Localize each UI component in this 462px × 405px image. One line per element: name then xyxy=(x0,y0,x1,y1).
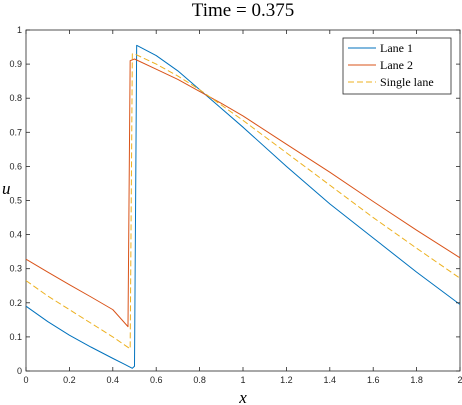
x-tick-label: 0.6 xyxy=(150,375,163,385)
x-tick-label: 2 xyxy=(457,375,462,385)
y-tick-label: 0.5 xyxy=(9,196,22,206)
x-tick-label: 0.4 xyxy=(107,375,120,385)
y-tick-label: 0.6 xyxy=(9,161,22,171)
x-tick-label: 1.8 xyxy=(410,375,423,385)
series-layer xyxy=(25,44,461,369)
y-tick-label: 0.3 xyxy=(9,264,22,274)
y-tick-label: 0.7 xyxy=(9,127,22,137)
legend-label: Lane 2 xyxy=(380,58,413,72)
y-axis-label: u xyxy=(2,179,11,198)
chart-title: Time = 0.375 xyxy=(192,0,294,21)
legend-label: Lane 1 xyxy=(380,41,413,55)
series-line-lane-1 xyxy=(25,44,461,369)
x-tick-label: 1.2 xyxy=(280,375,293,385)
series-line-single-lane xyxy=(25,53,461,350)
y-tick-label: 0.9 xyxy=(9,59,22,69)
y-tick-label: 0.1 xyxy=(9,332,22,342)
y-tick-label: 0.4 xyxy=(9,230,22,240)
y-tick-label: 1 xyxy=(17,25,22,35)
y-tick-label: 0 xyxy=(17,366,22,376)
x-axis-ticks: 0 0.2 0.4 0.6 0.8 1 1.2 1.4 1.6 1.8 2 xyxy=(23,30,462,385)
series-line-lane-2 xyxy=(25,58,461,328)
legend: Lane 1 Lane 2 Single lane xyxy=(342,37,452,95)
legend-label: Single lane xyxy=(380,75,434,89)
x-tick-label: 1.6 xyxy=(367,375,380,385)
y-tick-label: 0.2 xyxy=(9,298,22,308)
x-tick-label: 0.8 xyxy=(193,375,206,385)
x-tick-label: 1.4 xyxy=(324,375,337,385)
y-axis-ticks: 0 0.1 0.2 0.3 0.4 0.5 0.6 0.7 0.8 0.9 1 xyxy=(9,25,460,376)
x-axis-label: x xyxy=(238,388,247,405)
x-tick-label: 0.2 xyxy=(63,375,76,385)
x-tick-label: 0 xyxy=(23,375,28,385)
y-tick-label: 0.8 xyxy=(9,93,22,103)
legend-box xyxy=(342,37,452,95)
x-tick-label: 1 xyxy=(240,375,245,385)
